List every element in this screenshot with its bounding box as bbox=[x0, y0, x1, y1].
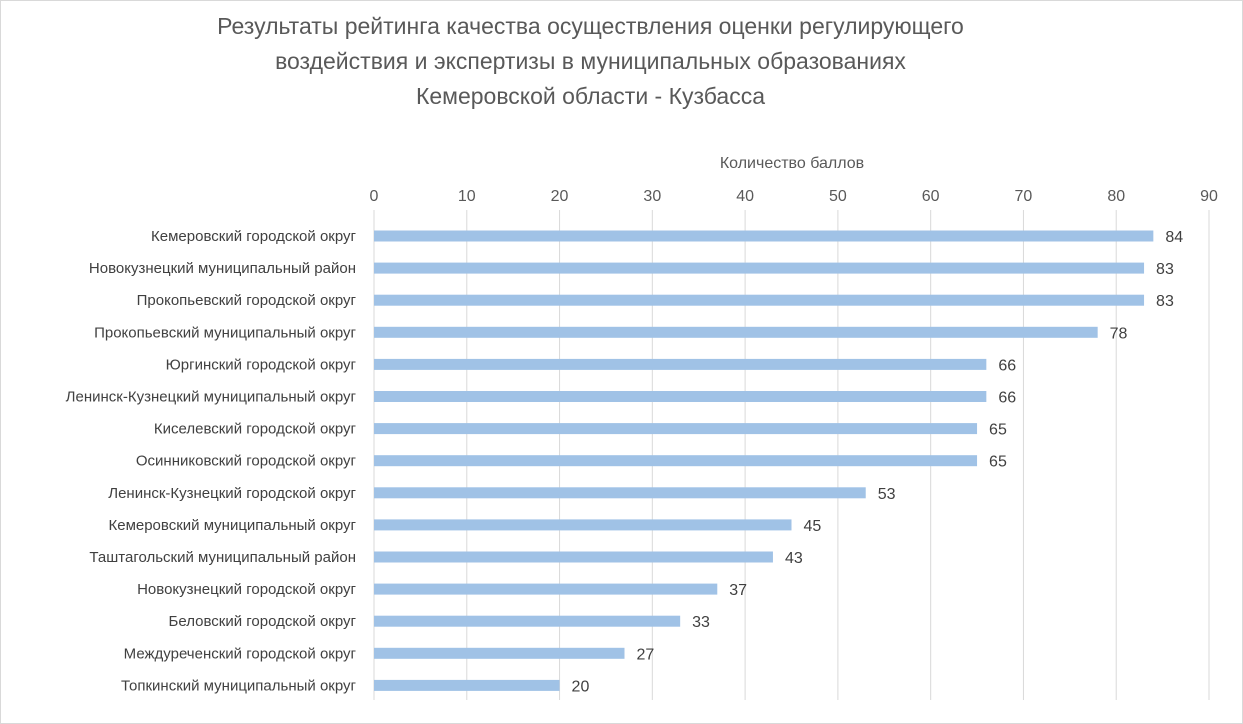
data-label: 37 bbox=[729, 582, 747, 599]
category-label: Кемеровский городской округ bbox=[151, 228, 356, 245]
category-label: Киселевский городской округ bbox=[154, 421, 357, 438]
bar bbox=[374, 423, 978, 435]
x-tick-label: 50 bbox=[829, 188, 847, 205]
bar bbox=[374, 455, 978, 467]
x-axis-title: Количество баллов bbox=[719, 155, 865, 172]
category-label: Беловский городской округ bbox=[169, 613, 357, 630]
x-tick-label: 30 bbox=[643, 188, 661, 205]
bar bbox=[374, 487, 866, 499]
x-tick-label: 70 bbox=[1015, 188, 1033, 205]
bars bbox=[374, 230, 1154, 691]
data-label: 78 bbox=[1110, 325, 1128, 342]
x-tick-label: 60 bbox=[922, 188, 940, 205]
x-axis-ticks: 0 10 20 30 40 50 60 70 80 90 bbox=[370, 188, 1218, 205]
data-label: 43 bbox=[785, 550, 803, 567]
category-label: Топкинский муниципальный округ bbox=[121, 677, 357, 694]
category-label: Прокопьевский муниципальный округ bbox=[94, 324, 356, 341]
bar bbox=[374, 583, 718, 595]
category-label: Таштагольский муниципальный район bbox=[89, 549, 356, 566]
x-tick-label: 20 bbox=[551, 188, 569, 205]
bar bbox=[374, 551, 773, 563]
category-label: Ленинск-Кузнецкий муниципальный округ bbox=[66, 389, 357, 406]
chart-title-line-3: Кемеровской области - Кузбасса bbox=[415, 83, 766, 109]
bar bbox=[374, 615, 681, 627]
category-label: Юргинский городской округ bbox=[166, 356, 357, 373]
category-label: Прокопьевский городской округ bbox=[137, 292, 357, 309]
category-label: Кемеровский муниципальный округ bbox=[108, 517, 356, 534]
bar bbox=[374, 230, 1154, 242]
gridlines bbox=[373, 210, 1210, 700]
data-label: 20 bbox=[572, 678, 590, 695]
bar bbox=[374, 647, 625, 659]
data-label: 83 bbox=[1156, 261, 1174, 278]
category-label: Междуреченский городской округ bbox=[124, 645, 357, 662]
bar bbox=[374, 679, 560, 691]
data-label: 65 bbox=[989, 454, 1007, 471]
category-label: Новокузнецкий городской округ bbox=[137, 581, 356, 598]
data-label: 33 bbox=[692, 614, 710, 631]
bar bbox=[374, 262, 1145, 274]
bar bbox=[374, 519, 792, 531]
bar bbox=[374, 358, 987, 370]
bar bbox=[374, 391, 987, 402]
bar bbox=[374, 294, 1145, 306]
x-tick-label: 80 bbox=[1107, 188, 1125, 205]
data-label: 27 bbox=[637, 646, 655, 663]
chart-title-line-1: Результаты рейтинга качества осуществлен… bbox=[217, 13, 964, 39]
category-label: Ленинск-Кузнецкий городской округ bbox=[108, 485, 356, 502]
data-label: 84 bbox=[1165, 229, 1183, 246]
data-label: 65 bbox=[989, 422, 1007, 439]
data-label: 66 bbox=[998, 357, 1016, 374]
x-tick-label: 90 bbox=[1200, 188, 1218, 205]
chart-title: Результаты рейтинга качества осуществлен… bbox=[0, 9, 1181, 114]
bar bbox=[374, 326, 1098, 338]
category-label: Новокузнецкий муниципальный район bbox=[89, 260, 356, 277]
data-label: 45 bbox=[804, 518, 822, 535]
data-label: 53 bbox=[878, 486, 896, 503]
data-label: 66 bbox=[998, 390, 1016, 407]
chart-title-line-2: воздействия и экспертизы в муниципальных… bbox=[275, 48, 906, 74]
data-label: 83 bbox=[1156, 293, 1174, 310]
category-labels: Кемеровский городской округ Новокузнецкий… bbox=[66, 228, 357, 694]
category-label: Осинниковский городской округ bbox=[136, 453, 357, 470]
x-tick-label: 40 bbox=[736, 188, 754, 205]
x-tick-label: 0 bbox=[370, 188, 379, 205]
x-tick-label: 10 bbox=[458, 188, 476, 205]
